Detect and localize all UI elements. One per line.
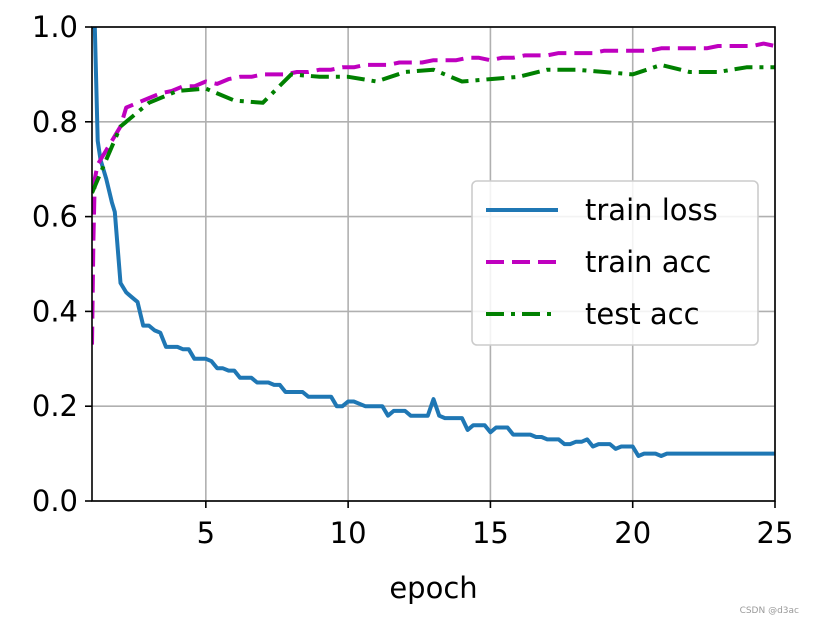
series-lines: [92, 27, 775, 458]
x-tick-label: 10: [330, 516, 367, 550]
x-tick-label: 20: [614, 516, 651, 550]
y-tick-label: 0.6: [32, 200, 78, 234]
x-axis-label: epoch: [389, 571, 477, 605]
legend: train loss train acc test acc: [471, 180, 759, 346]
series-clip-group: [92, 27, 775, 458]
watermark: CSDN @d3ac: [739, 606, 799, 616]
y-tick-label: 0.4: [32, 294, 78, 328]
y-tick-label: 0.8: [32, 105, 78, 139]
y-tick-label: 1.0: [32, 10, 78, 44]
y-tick-label: 0.0: [32, 484, 78, 518]
x-tick-label: 15: [472, 516, 509, 550]
legend-label: train loss: [585, 193, 718, 227]
legend-box: [471, 180, 759, 346]
series-line-train-acc: [92, 41, 775, 345]
x-tick-label: 25: [757, 516, 794, 550]
legend-label: train acc: [585, 245, 711, 279]
y-tick-label: 0.2: [32, 389, 78, 423]
axis-ticks: 5 10 15 20 25 0.0 0.2 0.4 0.6 0.8 1.0: [32, 10, 794, 550]
plot-frame: [91, 26, 776, 502]
series-line-test-acc: [92, 62, 775, 194]
x-tick-label: 5: [197, 516, 215, 550]
legend-label: test acc: [585, 297, 700, 331]
series-line-train-loss: [92, 27, 775, 458]
